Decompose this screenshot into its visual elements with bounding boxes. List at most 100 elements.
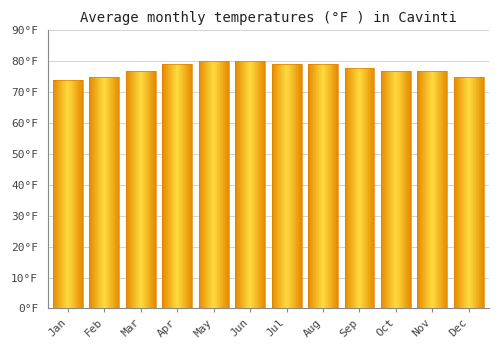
Bar xyxy=(292,64,294,308)
Bar xyxy=(162,64,163,308)
Bar xyxy=(53,80,54,308)
Bar xyxy=(346,68,347,308)
Bar xyxy=(283,64,284,308)
Bar xyxy=(90,77,120,308)
Bar xyxy=(460,77,462,308)
Bar xyxy=(257,61,258,308)
Bar xyxy=(387,71,388,308)
Bar xyxy=(67,80,68,308)
Bar xyxy=(142,71,143,308)
Bar xyxy=(418,71,419,308)
Bar xyxy=(240,61,241,308)
Bar xyxy=(279,64,280,308)
Bar xyxy=(396,71,398,308)
Bar xyxy=(71,80,72,308)
Bar xyxy=(98,77,99,308)
Bar xyxy=(203,61,204,308)
Bar xyxy=(202,61,203,308)
Bar xyxy=(311,64,312,308)
Bar xyxy=(80,80,82,308)
Bar xyxy=(284,64,285,308)
Bar xyxy=(368,68,369,308)
Bar xyxy=(355,68,356,308)
Bar xyxy=(256,61,257,308)
Bar xyxy=(180,64,181,308)
Bar xyxy=(326,64,327,308)
Bar xyxy=(422,71,424,308)
Bar xyxy=(103,77,104,308)
Bar xyxy=(152,71,154,308)
Bar xyxy=(308,64,309,308)
Bar xyxy=(74,80,76,308)
Bar xyxy=(426,71,427,308)
Bar xyxy=(147,71,148,308)
Title: Average monthly temperatures (°F ) in Cavinti: Average monthly temperatures (°F ) in Ca… xyxy=(80,11,457,25)
Bar xyxy=(354,68,355,308)
Bar xyxy=(470,77,471,308)
Bar xyxy=(399,71,400,308)
Bar xyxy=(272,64,302,308)
Bar xyxy=(458,77,459,308)
Bar xyxy=(370,68,372,308)
Bar xyxy=(206,61,207,308)
Bar xyxy=(444,71,445,308)
Bar xyxy=(213,61,214,308)
Bar xyxy=(430,71,431,308)
Bar xyxy=(118,77,120,308)
Bar xyxy=(382,71,383,308)
Bar xyxy=(94,77,96,308)
Bar xyxy=(162,64,192,308)
Bar xyxy=(227,61,228,308)
Bar xyxy=(117,77,118,308)
Bar xyxy=(64,80,65,308)
Bar xyxy=(263,61,264,308)
Bar xyxy=(215,61,216,308)
Bar xyxy=(251,61,252,308)
Bar xyxy=(282,64,283,308)
Bar xyxy=(224,61,225,308)
Bar xyxy=(72,80,73,308)
Bar xyxy=(136,71,137,308)
Bar xyxy=(419,71,420,308)
Bar xyxy=(208,61,209,308)
Bar xyxy=(146,71,147,308)
Bar xyxy=(235,61,236,308)
Bar xyxy=(219,61,220,308)
Bar xyxy=(204,61,206,308)
Bar xyxy=(70,80,71,308)
Bar xyxy=(244,61,245,308)
Bar xyxy=(386,71,387,308)
Bar xyxy=(322,64,323,308)
Bar xyxy=(259,61,260,308)
Bar xyxy=(312,64,314,308)
Bar xyxy=(79,80,80,308)
Bar xyxy=(298,64,300,308)
Bar xyxy=(110,77,111,308)
Bar xyxy=(383,71,384,308)
Bar xyxy=(464,77,465,308)
Bar xyxy=(59,80,60,308)
Bar xyxy=(175,64,176,308)
Bar xyxy=(483,77,484,308)
Bar xyxy=(53,80,83,308)
Bar xyxy=(62,80,64,308)
Bar xyxy=(214,61,215,308)
Bar xyxy=(418,71,448,308)
Bar xyxy=(92,77,93,308)
Bar xyxy=(242,61,244,308)
Bar xyxy=(66,80,67,308)
Bar xyxy=(134,71,135,308)
Bar xyxy=(466,77,468,308)
Bar xyxy=(200,61,201,308)
Bar xyxy=(99,77,100,308)
Bar xyxy=(289,64,290,308)
Bar xyxy=(408,71,410,308)
Bar xyxy=(112,77,114,308)
Bar xyxy=(116,77,117,308)
Bar xyxy=(474,77,475,308)
Bar xyxy=(405,71,406,308)
Bar xyxy=(318,64,320,308)
Bar xyxy=(97,77,98,308)
Bar xyxy=(438,71,439,308)
Bar xyxy=(65,80,66,308)
